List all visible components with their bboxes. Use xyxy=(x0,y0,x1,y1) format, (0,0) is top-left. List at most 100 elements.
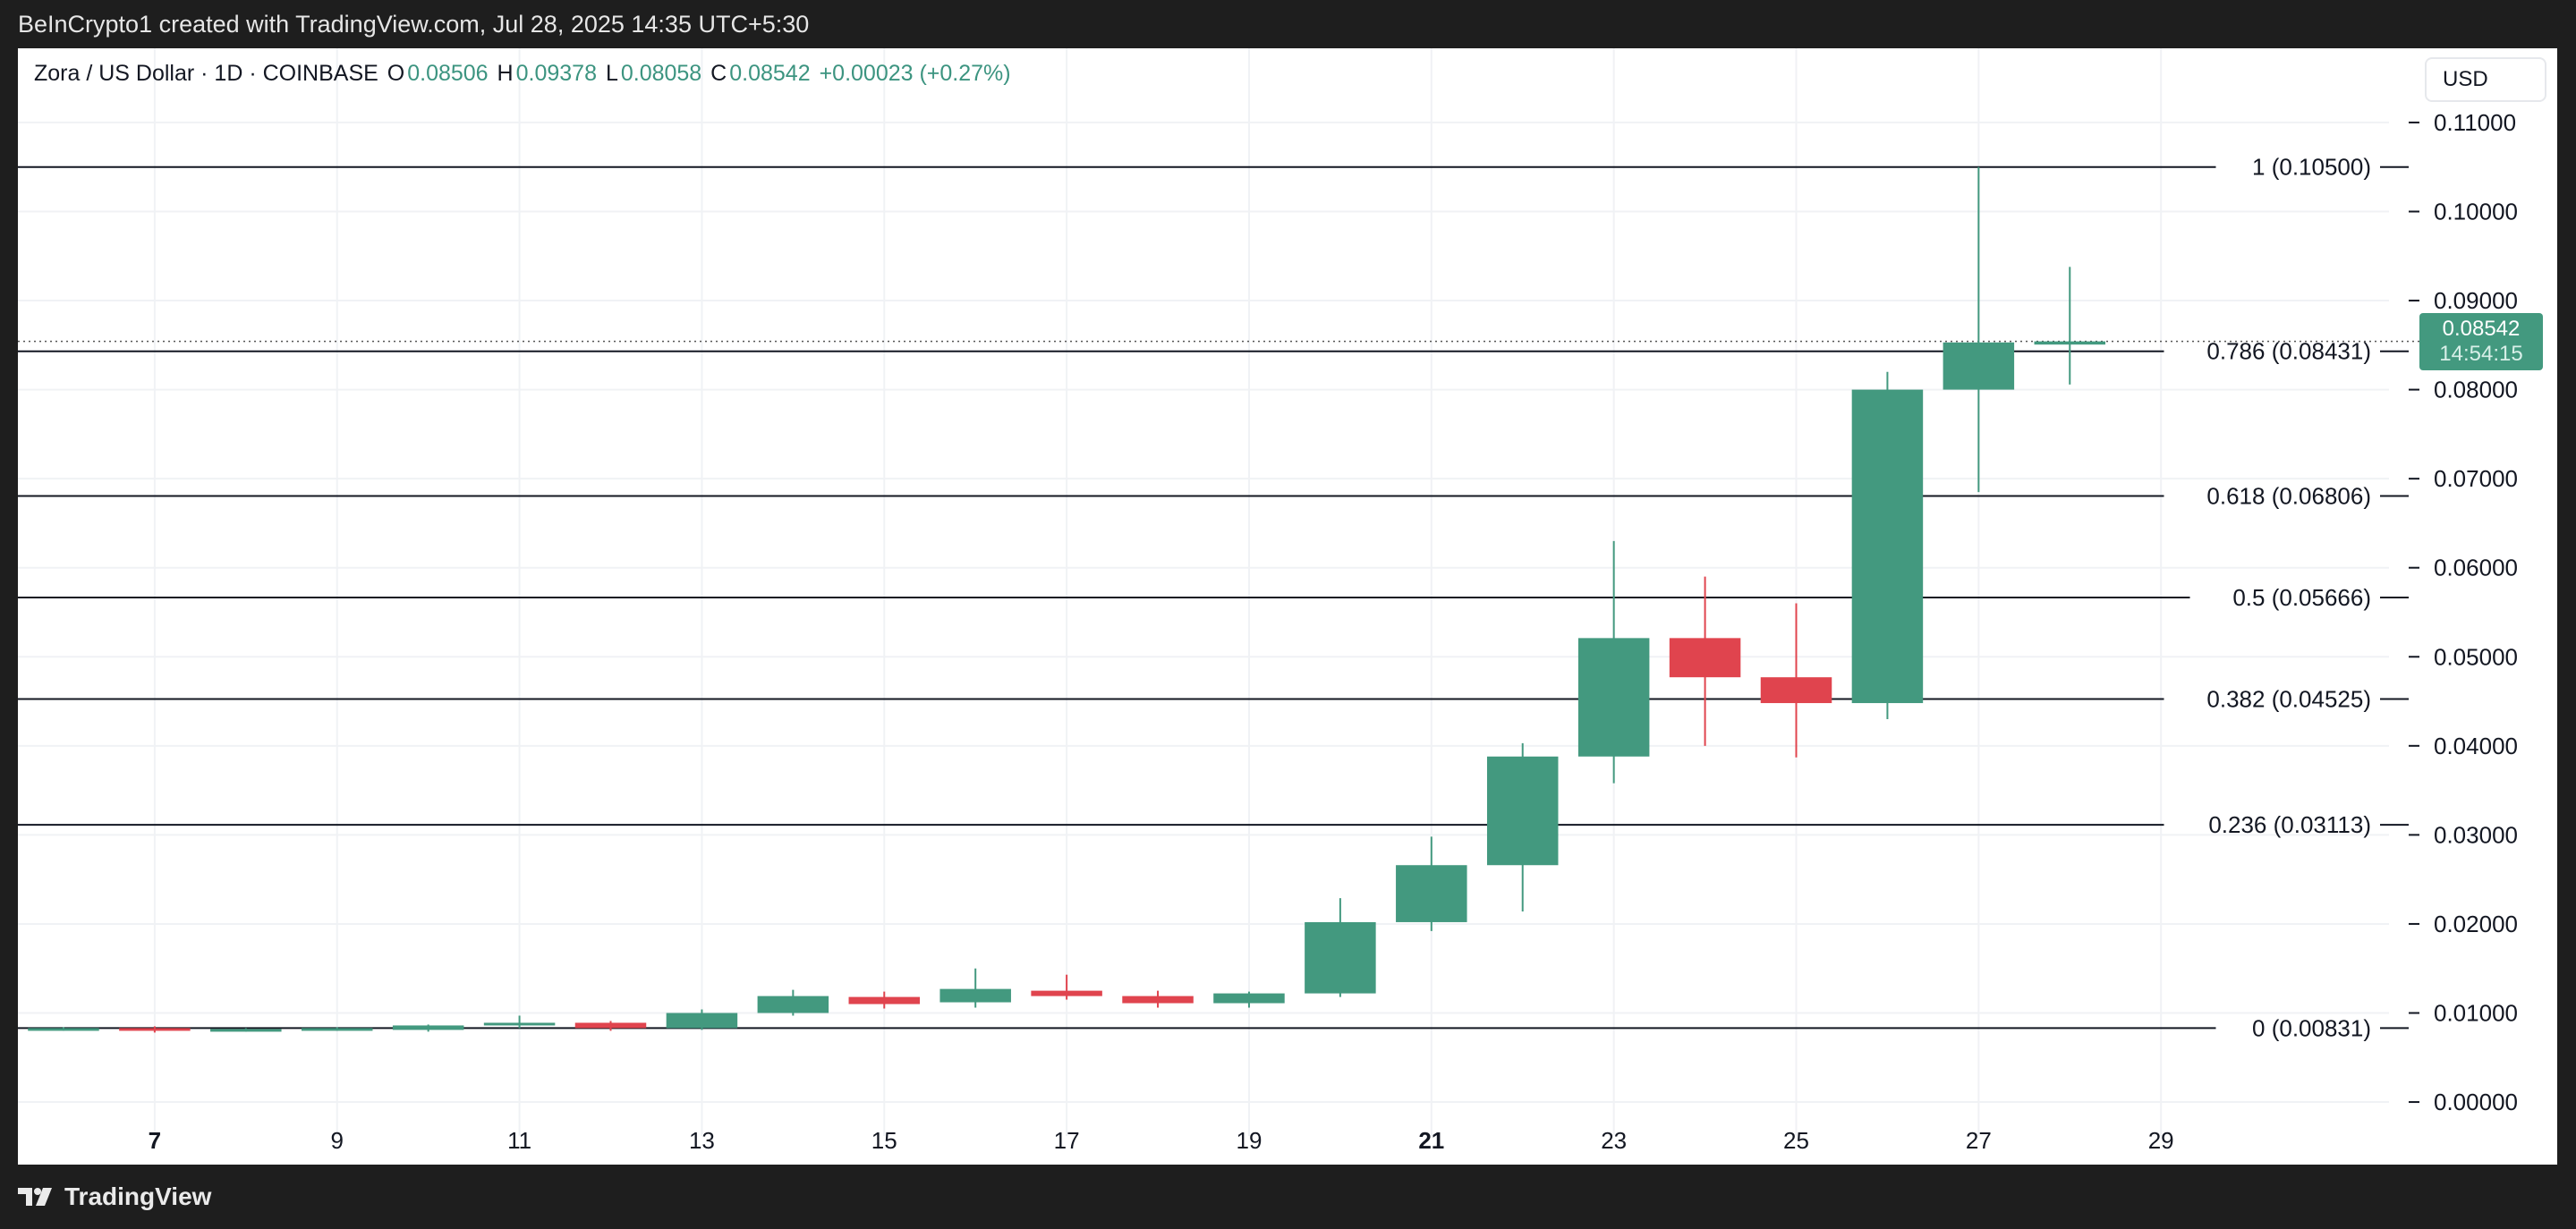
candle-up xyxy=(1486,742,1559,912)
high-label: H xyxy=(497,61,514,86)
y-tick-label: 0.04000 xyxy=(2434,733,2518,759)
x-tick-label: 27 xyxy=(1966,1127,1992,1154)
current-price-value: 0.08542 xyxy=(2442,317,2521,341)
candle-up xyxy=(483,1015,556,1029)
fib-level-label: 0 (0.00831) xyxy=(2252,1014,2371,1041)
candle-body xyxy=(1122,996,1194,1004)
candle-body xyxy=(2034,341,2106,345)
attribution-text: BeInCrypto1 created with TradingView.com… xyxy=(18,11,810,38)
candle-up xyxy=(757,989,829,1016)
x-tick-label: 17 xyxy=(1054,1127,1080,1154)
candlestick-chart[interactable]: 1 (0.10500) 0.786 (0.08431) 0.618 (0.06806… xyxy=(18,48,2557,1165)
candle-countdown: 14:54:15 xyxy=(2439,342,2523,366)
symbol-name[interactable]: Zora / US Dollar · 1D · COINBASE xyxy=(34,61,378,86)
candle-body xyxy=(1669,638,1741,678)
candle-up xyxy=(28,1027,99,1031)
candle-up xyxy=(301,1027,373,1031)
fib-levels: 1 (0.10500) 0.786 (0.08431) 0.618 (0.06806… xyxy=(18,154,2419,1041)
high-value: 0.09378 xyxy=(515,61,597,86)
candle-body xyxy=(28,1028,99,1031)
attribution-bar: BeInCrypto1 created with TradingView.com… xyxy=(0,0,2576,48)
y-tick-label: 0.05000 xyxy=(2434,643,2518,670)
low-value: 0.08058 xyxy=(620,61,702,86)
fib-level-label: 0.786 (0.08431) xyxy=(2206,338,2371,365)
candle-down xyxy=(1031,974,1102,1000)
chart-panel[interactable]: 1 (0.10500) 0.786 (0.08431) 0.618 (0.06806… xyxy=(18,48,2557,1165)
candle-up xyxy=(210,1028,282,1032)
tradingview-logo-icon xyxy=(18,1188,52,1206)
close-value: 0.08542 xyxy=(729,61,811,86)
candle-body xyxy=(574,1022,647,1029)
candle-body xyxy=(1851,389,1924,704)
fib-level-label: 0.618 (0.06806) xyxy=(2206,482,2371,509)
candle-body xyxy=(1396,865,1467,922)
candle-body xyxy=(666,1013,738,1029)
open-label: O xyxy=(387,61,405,86)
candle-down xyxy=(119,1026,191,1033)
y-tick-label: 0.03000 xyxy=(2434,821,2518,848)
candle-up xyxy=(1577,540,1650,784)
candle-up xyxy=(392,1024,464,1032)
change-value: +0.00023 (+0.27%) xyxy=(819,61,1011,86)
candle-body xyxy=(939,988,1011,1003)
candle-body xyxy=(1031,990,1102,996)
axes: 0.00000 0.01000 0.02000 0.03000 0.04000 0.050… xyxy=(149,109,2518,1154)
candle-up xyxy=(666,1009,738,1030)
open-value: 0.08506 xyxy=(407,61,489,86)
candle-down xyxy=(574,1021,647,1031)
candle-body xyxy=(392,1025,464,1030)
y-tick-label: 0.09000 xyxy=(2434,287,2518,314)
candle-body xyxy=(1943,342,2015,390)
fib-level-label: 0.236 (0.03113) xyxy=(2208,811,2371,838)
footer-bar: TradingView xyxy=(0,1165,2576,1229)
y-tick-label: 0.01000 xyxy=(2434,999,2518,1026)
candle-down xyxy=(848,991,921,1009)
candle-body xyxy=(1486,756,1559,866)
tradingview-brand-text: TradingView xyxy=(64,1182,212,1210)
candle-up xyxy=(2034,267,2106,385)
y-tick-label: 0.02000 xyxy=(2434,911,2518,937)
x-tick-label: 29 xyxy=(2148,1127,2174,1154)
candle-up xyxy=(1213,991,1285,1008)
y-tick-label: 0.06000 xyxy=(2434,555,2518,581)
x-tick-label: 13 xyxy=(689,1127,715,1154)
tradingview-logo[interactable]: TradingView xyxy=(18,1182,211,1211)
x-tick-label: 9 xyxy=(330,1127,343,1154)
candle-body xyxy=(1305,921,1376,994)
close-label: C xyxy=(710,61,727,86)
candle-down xyxy=(1760,603,1832,758)
x-tick-label: 19 xyxy=(1237,1127,1262,1154)
candle-body xyxy=(483,1022,556,1026)
candle-body xyxy=(1760,677,1832,704)
grid-layer xyxy=(18,48,2389,1136)
candle-up xyxy=(1943,166,2015,493)
candle-up xyxy=(1851,371,1924,719)
candle-body xyxy=(301,1028,373,1031)
current-price-tag: 0.08542 14:54:15 xyxy=(2419,313,2543,370)
fib-level-label: 0.382 (0.04525) xyxy=(2206,686,2371,713)
y-tick-label: 0.10000 xyxy=(2434,198,2518,225)
candle-up xyxy=(939,968,1011,1008)
x-tick-label: 7 xyxy=(149,1127,161,1154)
low-label: L xyxy=(605,61,618,86)
x-tick-label: 15 xyxy=(871,1127,897,1154)
candle-down xyxy=(1122,990,1194,1008)
symbol-legend: Zora / US Dollar · 1D · COINBASE O 0.0850… xyxy=(34,61,1014,87)
y-tick-label: 0.07000 xyxy=(2434,465,2518,492)
candle-up xyxy=(1396,836,1467,931)
candle-body xyxy=(119,1028,191,1031)
candle-down xyxy=(1669,576,1741,746)
x-tick-label: 23 xyxy=(1601,1127,1627,1154)
y-tick-label: 0.11000 xyxy=(2434,109,2516,136)
candle-body xyxy=(1213,993,1285,1004)
currency-button[interactable]: USD xyxy=(2425,57,2546,102)
candle-up xyxy=(1305,898,1376,997)
x-tick-label: 25 xyxy=(1783,1127,1809,1154)
candle-body xyxy=(757,996,829,1013)
candles xyxy=(28,166,2106,1033)
candle-body xyxy=(848,996,921,1004)
y-tick-label: 0.08000 xyxy=(2434,377,2518,403)
candle-body xyxy=(1577,638,1650,757)
fib-level-label: 0.5 (0.05666) xyxy=(2232,584,2371,611)
y-tick-label: 0.00000 xyxy=(2434,1089,2518,1115)
